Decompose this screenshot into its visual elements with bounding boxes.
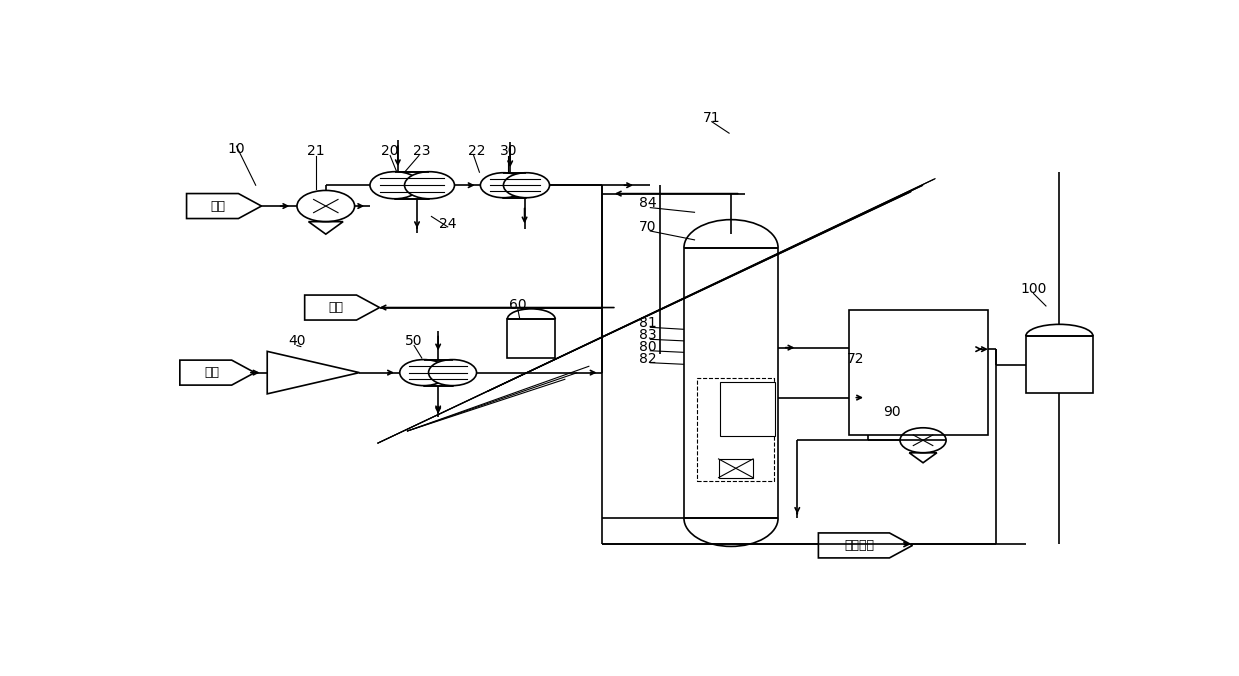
Text: 100: 100 (1020, 283, 1047, 296)
Bar (1026, 336, 1093, 393)
Text: 80: 80 (638, 339, 657, 354)
Bar (684, 247, 778, 518)
Text: 空气: 空气 (204, 366, 219, 379)
Bar (424, 360, 452, 385)
Text: 50: 50 (405, 335, 422, 348)
Ellipse shape (429, 360, 477, 385)
Text: 82: 82 (638, 352, 657, 366)
Text: 氧化出水: 氧化出水 (845, 539, 875, 552)
Text: 21: 21 (307, 145, 325, 158)
Ellipse shape (370, 172, 420, 199)
Text: 84: 84 (638, 197, 657, 210)
Text: 72: 72 (847, 352, 865, 366)
Text: 71: 71 (703, 111, 721, 124)
Bar (698, 379, 774, 481)
Bar (503, 173, 527, 197)
Bar (849, 310, 987, 435)
Text: 40: 40 (289, 335, 306, 348)
Text: 81: 81 (638, 316, 657, 330)
Bar (720, 383, 776, 436)
Text: 90: 90 (883, 405, 901, 418)
Ellipse shape (404, 172, 455, 199)
Text: 废水: 废水 (211, 199, 225, 212)
Text: 60: 60 (509, 298, 527, 312)
Bar (719, 459, 753, 478)
Text: 30: 30 (499, 145, 517, 158)
Text: 24: 24 (439, 217, 456, 231)
Ellipse shape (481, 173, 527, 197)
Text: 10: 10 (228, 142, 245, 155)
Text: 20: 20 (382, 145, 399, 158)
Text: 83: 83 (638, 328, 657, 342)
Text: 23: 23 (413, 145, 431, 158)
Ellipse shape (400, 360, 447, 385)
Text: 70: 70 (639, 220, 657, 234)
Ellipse shape (503, 173, 550, 197)
Bar (395, 172, 430, 199)
Text: 尾气: 尾气 (328, 301, 344, 314)
Text: 22: 22 (468, 145, 486, 158)
Bar (507, 319, 555, 358)
